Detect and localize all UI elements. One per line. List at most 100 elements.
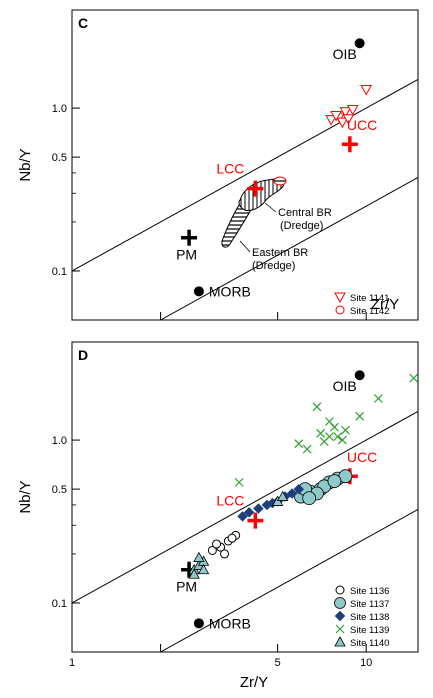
morb-label: MORB xyxy=(209,615,251,631)
legend-label: Site 1139 xyxy=(350,625,389,636)
reference-line xyxy=(160,177,418,320)
site-1139-point xyxy=(302,444,312,454)
central-br-leader xyxy=(264,202,277,213)
pm-label: PM xyxy=(176,247,197,263)
site-1139-point xyxy=(333,432,343,442)
site-1138-point xyxy=(286,488,298,499)
site-1139-point xyxy=(337,435,347,445)
lcc-label: LCC xyxy=(216,161,244,177)
lcc-marker xyxy=(247,512,264,529)
legend-item-site-1137: Site 1137 xyxy=(334,597,389,610)
panel-c-legend: Site 1141 Site 1142 xyxy=(334,292,389,317)
site-1139-point xyxy=(341,425,350,435)
panel-d-reference-lines xyxy=(72,410,418,652)
site-1139-point xyxy=(312,402,322,412)
site-1141-point xyxy=(330,111,342,122)
legend-item-site-1142: Site 1142 xyxy=(335,305,389,317)
site-1136-point xyxy=(220,549,230,559)
site-1141-point xyxy=(346,105,359,116)
site-1138-point xyxy=(293,483,305,495)
y-tick-label: 0.5 xyxy=(52,484,67,496)
panel-d-label: D xyxy=(78,347,88,363)
eastern-br-label-line2: (Dredge) xyxy=(252,260,295,272)
ucc-marker xyxy=(341,136,358,153)
site-1138-point xyxy=(243,506,255,518)
panel-d-data-points xyxy=(188,373,418,579)
pm-marker xyxy=(181,229,198,246)
legend-label: Site 1138 xyxy=(350,612,389,623)
panel-c-y-axis-label: Nb/Y xyxy=(17,148,34,181)
legend-swatch xyxy=(334,597,346,609)
morb-marker xyxy=(193,618,204,629)
panel-c-frame xyxy=(71,9,419,321)
x-tick-label: 5 xyxy=(275,657,281,669)
legend-item-site-1139: Site 1139 xyxy=(335,624,389,636)
site-1139-point xyxy=(330,422,339,432)
legend-swatch xyxy=(334,636,346,647)
eastern-br-label-line1: Eastern BR xyxy=(252,247,308,259)
site-1138-point xyxy=(253,503,264,514)
site-1139-point xyxy=(294,439,304,449)
legend-label: Site 1140 xyxy=(350,638,389,649)
panel-d-reference-points xyxy=(181,370,365,629)
morb-marker xyxy=(193,286,204,297)
site-1140-point xyxy=(276,490,289,501)
y-tick-label: 0.1 xyxy=(52,266,67,278)
panel-c-data-points xyxy=(325,85,373,129)
panel-c-x-axis-label: Zr/Y xyxy=(371,296,399,313)
x-tick-label: 10 xyxy=(360,657,372,669)
panel-c-fields xyxy=(221,176,287,248)
eastern-br-leader xyxy=(239,240,251,253)
site-1137-point xyxy=(302,491,317,506)
site-1139-point xyxy=(234,477,244,487)
legend-label: Site 1141 xyxy=(350,293,389,304)
site-1138-point xyxy=(237,511,248,522)
x-tick-label: 1 xyxy=(69,657,75,669)
central-br-field xyxy=(238,178,285,212)
y-tick-label: 1.0 xyxy=(52,435,67,447)
panel-d-ticks: 0.1 0.5 1.0 1 5 10 xyxy=(52,435,373,669)
ucc-label: UCC xyxy=(347,117,377,133)
oib-marker xyxy=(354,38,365,49)
site-1139-point xyxy=(409,373,418,383)
legend-label: Site 1142 xyxy=(350,306,389,317)
site-1140-point xyxy=(193,551,205,562)
central-br-field-tip xyxy=(273,176,287,186)
x-axis-label: Zr/Y xyxy=(240,674,268,691)
lcc-label: LCC xyxy=(216,493,244,509)
reference-line xyxy=(72,410,418,604)
y-tick-label: 0.5 xyxy=(52,152,67,164)
panel-d-y-axis-label: Nb/Y xyxy=(17,480,34,513)
central-br-label-line1: Central BR xyxy=(278,207,332,219)
central-br-label-line2: (Dredge) xyxy=(280,220,323,232)
legend-swatch xyxy=(334,610,346,622)
site-1140-point xyxy=(197,563,210,575)
reference-line xyxy=(160,509,418,652)
panel-c-reference-points xyxy=(181,38,365,297)
site-1141-point xyxy=(339,107,352,118)
legend-swatch xyxy=(335,624,345,634)
panel-c-chart: 0.1 0.5 1.0 C Nb/Y Zr/Y Central BR (Dredge… xyxy=(17,9,419,321)
pm-label: PM xyxy=(176,579,197,595)
site-1141-point xyxy=(342,114,355,125)
legend-item-site-1141: Site 1141 xyxy=(334,292,389,304)
legend-swatch xyxy=(335,585,345,595)
oib-label: OIB xyxy=(333,46,357,62)
lcc-marker xyxy=(247,180,264,197)
panel-c-ticks: 0.1 0.5 1.0 xyxy=(52,103,367,320)
site-1141-point xyxy=(325,115,337,126)
legend-swatch xyxy=(334,292,346,304)
panel-d-frame xyxy=(71,341,419,653)
panel-c-label: C xyxy=(78,15,88,31)
legend-label: Site 1136 xyxy=(350,586,389,597)
site-1137-point xyxy=(327,474,342,488)
legend-item-site-1136: Site 1136 xyxy=(335,585,389,597)
site-1136-point xyxy=(207,545,217,555)
site-1136-point xyxy=(212,539,222,549)
panel-c-reference-lines xyxy=(72,78,418,320)
site-1139-point xyxy=(373,394,383,403)
site-1139-point xyxy=(325,432,334,442)
site-1139-point xyxy=(355,411,365,421)
panel-d-legend: Site 1136 Site 1137 Site 1138 Site 1139 Site… xyxy=(334,585,389,649)
